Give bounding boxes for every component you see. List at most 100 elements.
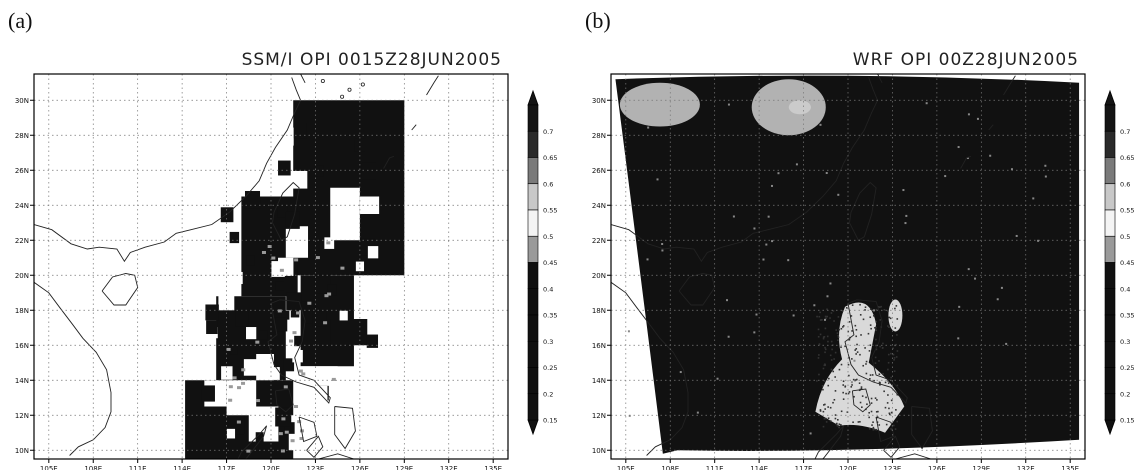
- speckle-dot: [838, 423, 841, 426]
- colorbar-label: 0.3: [1120, 338, 1130, 346]
- opi-cell: [201, 385, 215, 402]
- speckle-dot: [858, 382, 861, 384]
- speckle-dot: [826, 295, 829, 298]
- opi-cell: [292, 331, 297, 335]
- speckle-dot: [876, 399, 878, 401]
- speckle-dot: [1010, 168, 1013, 171]
- opi-cell: [255, 399, 260, 403]
- opi-cell: [227, 126, 239, 140]
- speckle-dot: [656, 178, 659, 181]
- speckle-dot: [874, 356, 877, 359]
- coastline: [306, 435, 324, 458]
- coastline: [237, 425, 268, 459]
- colorbar-bottom-arrow: [1104, 419, 1116, 436]
- opi-cell: [244, 190, 261, 209]
- speckle-dot: [855, 335, 858, 338]
- lon-tick-label: 114E: [750, 465, 768, 470]
- speckle-dot: [875, 320, 877, 323]
- speckle-dot: [824, 408, 826, 410]
- plot-frame: [610, 73, 1086, 460]
- speckle-dot: [771, 240, 774, 243]
- colorbar-label: 0.55: [543, 207, 557, 215]
- lon-tick-label: 135E: [484, 465, 502, 470]
- opi-cell: [284, 430, 289, 434]
- opi-cell: [229, 231, 240, 244]
- speckle-dot: [878, 360, 880, 362]
- speckle-dot: [865, 396, 867, 399]
- speckle-dot: [868, 428, 871, 430]
- speckle-dot: [944, 175, 947, 178]
- speckle-dot: [845, 307, 848, 309]
- speckle-dot: [879, 382, 881, 384]
- opi-cell: [295, 430, 306, 443]
- colorbar-swatch: [527, 367, 539, 395]
- colorbar-swatch: [1104, 340, 1116, 368]
- colorbar-label: 0.7: [543, 128, 553, 136]
- lat-tick-label: 10N: [15, 447, 29, 455]
- lon-tick-label: 129E: [395, 465, 413, 470]
- speckle-dot: [889, 413, 891, 416]
- opi-cell: [281, 417, 286, 421]
- speckle-dot: [1032, 197, 1035, 200]
- lon-tick-label: 117E: [218, 465, 236, 470]
- speckle-dot: [870, 327, 872, 330]
- colorbar-label: 0.65: [1120, 154, 1134, 162]
- speckle-dot: [833, 398, 836, 401]
- speckle-dot: [838, 368, 841, 371]
- speckle-dot: [860, 386, 863, 388]
- speckle-dot: [819, 409, 822, 411]
- opi-cell: [315, 256, 320, 260]
- speckle-dot: [869, 374, 872, 376]
- speckle-dot: [838, 328, 841, 331]
- speckle-dot: [875, 411, 878, 413]
- speckle-dot: [870, 402, 873, 404]
- speckle-dot: [827, 384, 830, 387]
- speckle-dot: [835, 329, 838, 331]
- cloud-patch: [788, 100, 811, 115]
- opi-cell: [366, 334, 379, 348]
- speckle-dot: [855, 329, 858, 331]
- opi-cell: [210, 163, 219, 173]
- speckle-dot: [989, 154, 992, 157]
- speckle-dot: [848, 338, 851, 341]
- opi-cell: [246, 327, 257, 340]
- speckle-dot: [829, 406, 832, 409]
- lat-tick-label: 24N: [592, 202, 606, 210]
- speckle-dot: [859, 353, 861, 356]
- speckle-dot: [890, 376, 892, 379]
- opi-cell: [284, 422, 295, 434]
- coastline: [298, 416, 318, 443]
- speckle-dot: [679, 371, 682, 374]
- opi-cell: [255, 340, 260, 344]
- speckle-dot: [851, 304, 854, 306]
- land-speckle: [815, 302, 905, 433]
- speckle-dot: [887, 382, 890, 384]
- coastline: [851, 388, 871, 413]
- colorbar-label: 0.35: [543, 312, 557, 320]
- lon-tick-label: 105E: [40, 465, 58, 470]
- opi-cell: [246, 449, 251, 453]
- lat-tick-label: 18N: [592, 307, 606, 315]
- speckle-dot: [856, 343, 858, 346]
- speckle-dot: [753, 227, 756, 230]
- colorbar-swatch: [527, 393, 539, 421]
- speckle-dot: [869, 324, 872, 326]
- opi-cell: [307, 410, 319, 424]
- lon-tick-label: 108E: [84, 465, 102, 470]
- speckle-dot: [833, 358, 835, 360]
- speckle-dot: [887, 368, 889, 371]
- lat-tick-label: 16N: [15, 342, 29, 350]
- speckle-dot: [727, 335, 730, 338]
- speckle-dot: [878, 373, 881, 376]
- lon-tick-label: 123E: [884, 465, 902, 470]
- speckle-dot: [887, 310, 889, 312]
- island: [320, 79, 325, 84]
- speckle-dot: [819, 410, 822, 412]
- speckle-dot: [819, 319, 822, 321]
- speckle-dot: [765, 243, 768, 246]
- opi-cell: [294, 405, 299, 409]
- speckle-dot: [824, 315, 827, 318]
- speckle-dot: [836, 424, 839, 427]
- lon-tick-label: 126E: [351, 465, 369, 470]
- speckle-dot: [878, 424, 881, 426]
